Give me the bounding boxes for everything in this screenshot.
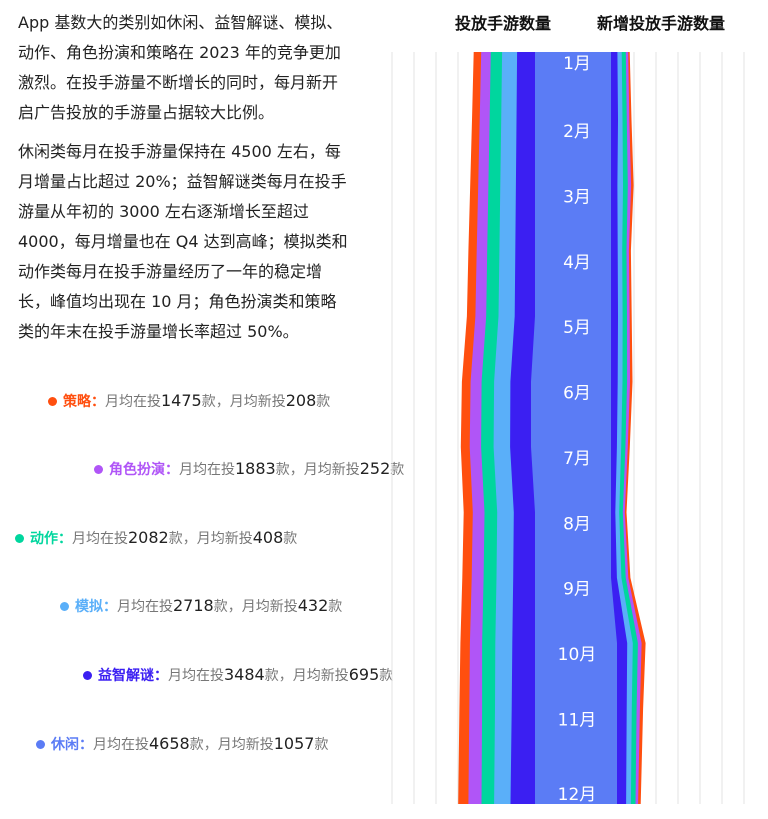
legend-avg-new-label: 款，月均新投	[213, 599, 298, 615]
legend-series-name: 模拟：	[75, 599, 117, 615]
legend-dot-icon	[83, 670, 92, 680]
legend-unit: 款	[283, 531, 298, 547]
month-label: 4月	[563, 253, 591, 273]
intro-paragraph-1: App 基数大的类别如休闲、益智解谜、模拟、动作、角色扮演和策略在 2023 年…	[18, 13, 343, 122]
header-new-games: 新增投放手游数量	[597, 14, 726, 33]
month-label: 5月	[563, 318, 591, 338]
legend-avg-active-value: 3484	[224, 665, 265, 684]
legend-unit: 款	[390, 462, 405, 478]
month-label: 8月	[563, 514, 591, 534]
legend-dot-icon	[94, 464, 103, 474]
legend-avg-new-value: 432	[297, 596, 329, 615]
month-label: 9月	[563, 580, 591, 600]
legend-series-name: 角色扮演：	[109, 462, 179, 478]
legend-avg-new-label: 款，月均新投	[201, 394, 286, 410]
stream-layers	[458, 52, 646, 804]
legend-avg-active-value: 4658	[149, 734, 190, 753]
legend-unit: 款	[314, 737, 329, 753]
month-label: 3月	[563, 187, 591, 207]
legend-series-name: 休闲：	[51, 737, 93, 753]
month-label: 7月	[563, 449, 591, 469]
legend-avg-active-value: 1883	[235, 459, 276, 478]
header-active-games: 投放手游数量	[455, 14, 552, 33]
legend-avg-new-value: 208	[285, 391, 317, 410]
legend-avg-new-value: 252	[359, 459, 391, 478]
month-label: 1月	[563, 54, 591, 74]
month-label: 2月	[563, 122, 591, 142]
legend-avg-active-value: 1475	[161, 391, 202, 410]
legend-item-rpg[interactable]: 角色扮演：月均在投1883款，月均新投252款	[94, 459, 404, 479]
legend-item-strategy[interactable]: 策略：月均在投1475款，月均新投208款	[48, 391, 330, 411]
legend-avg-active-label: 月均在投	[93, 737, 149, 753]
legend-series-name: 益智解谜：	[98, 668, 168, 684]
legend-item-casual[interactable]: 休闲：月均在投4658款，月均新投1057款	[36, 734, 328, 754]
legend-avg-active-label: 月均在投	[179, 462, 235, 478]
legend-avg-new-label: 款，月均新投	[189, 737, 274, 753]
legend-item-puzzle[interactable]: 益智解谜：月均在投3484款，月均新投695款	[83, 665, 393, 685]
month-label: 10月	[558, 645, 597, 665]
legend-avg-active-label: 月均在投	[117, 599, 173, 615]
legend-avg-new-label: 款，月均新投	[264, 668, 349, 684]
legend-unit: 款	[379, 668, 394, 684]
legend-avg-new-value: 695	[348, 665, 380, 684]
legend-avg-new-label: 款，月均新投	[275, 462, 360, 478]
legend-dot-icon	[36, 739, 45, 749]
month-label: 12月	[558, 785, 597, 805]
legend-avg-active-label: 月均在投	[105, 394, 161, 410]
legend-avg-new-label: 款，月均新投	[168, 531, 253, 547]
legend-avg-active-label: 月均在投	[72, 531, 128, 547]
legend-avg-active-value: 2082	[128, 528, 169, 547]
legend-series-name: 策略：	[63, 394, 105, 410]
legend-avg-active-value: 2718	[173, 596, 214, 615]
legend-dot-icon	[60, 601, 69, 611]
legend-avg-new-value: 408	[252, 528, 284, 547]
stream-casual[interactable]	[531, 52, 617, 804]
legend-avg-active-label: 月均在投	[168, 668, 224, 684]
month-label: 11月	[558, 711, 597, 731]
month-labels: 1月 2月 3月 4月 5月 6月 7月 8月 9月 10月 11月 12月	[558, 54, 597, 805]
legend-unit: 款	[316, 394, 331, 410]
legend-unit: 款	[328, 599, 343, 615]
legend-dot-icon	[48, 396, 57, 406]
month-label: 6月	[563, 384, 591, 404]
legend-item-action[interactable]: 动作：月均在投2082款，月均新投408款	[15, 528, 297, 548]
legend-series-name: 动作：	[30, 531, 72, 547]
legend-avg-new-value: 1057	[273, 734, 315, 753]
legend-dot-icon	[15, 533, 24, 543]
intro-paragraph-2: 休闲类每月在投手游量保持在 4500 左右，每月增量占比超过 20%；益智解谜类…	[18, 142, 348, 341]
legend-item-simulation[interactable]: 模拟：月均在投2718款，月均新投432款	[60, 596, 342, 616]
